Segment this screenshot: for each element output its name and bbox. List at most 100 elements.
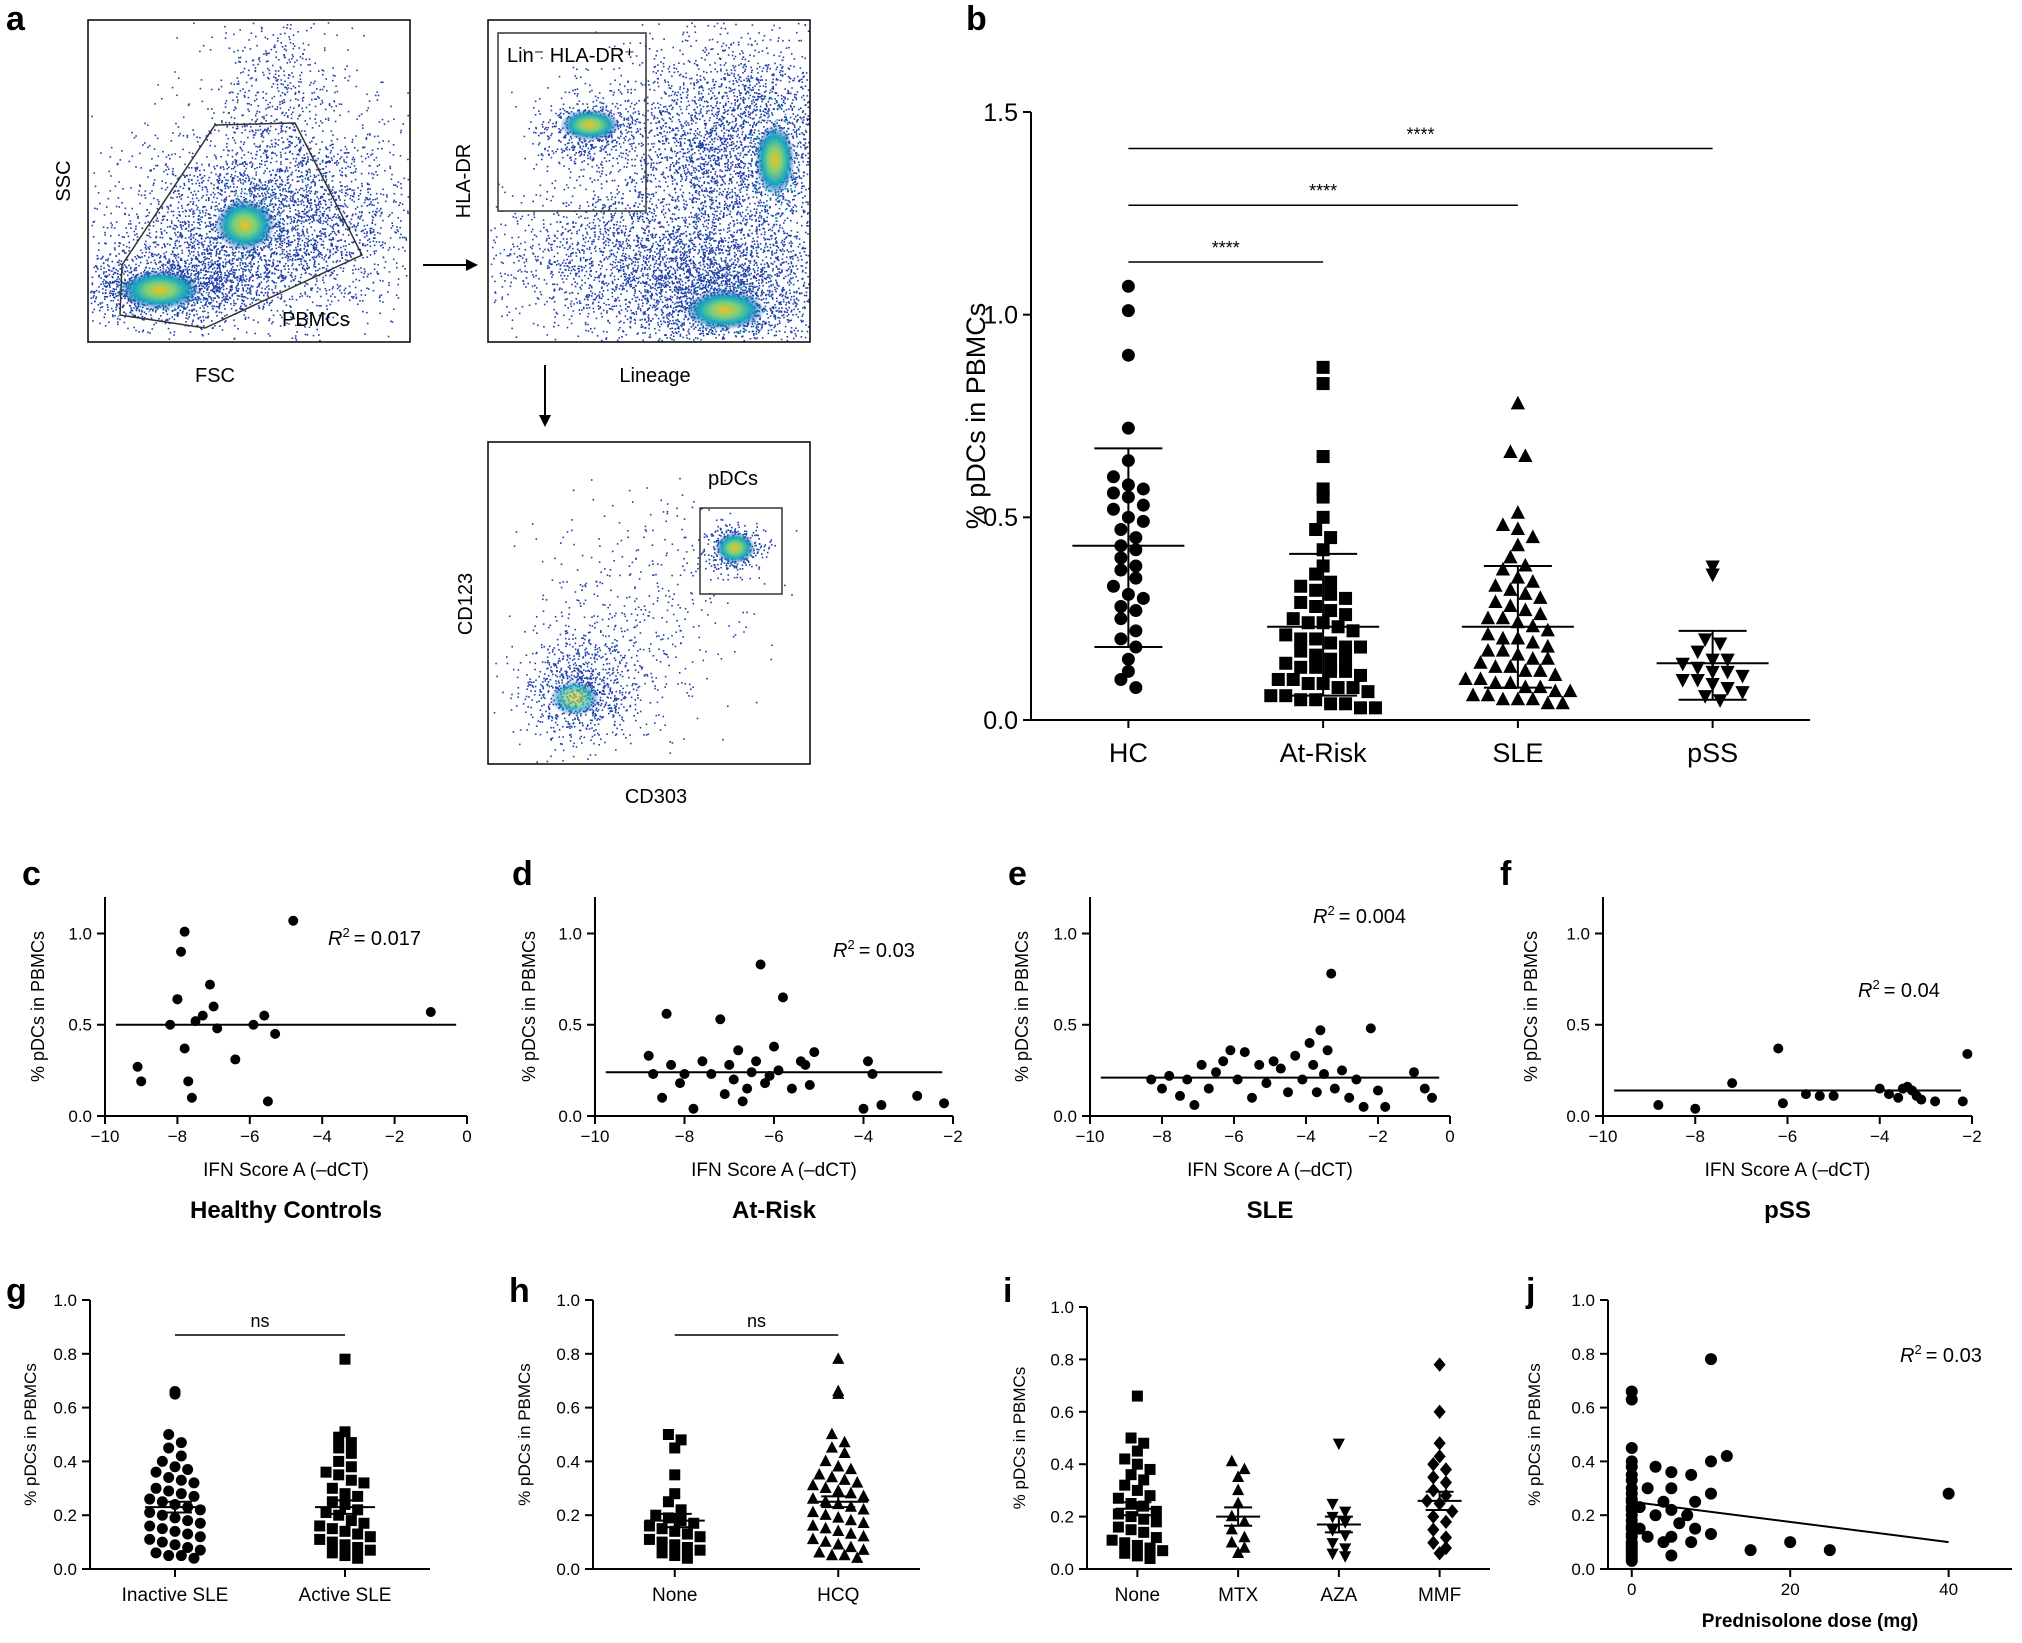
chart-panel-b: 0.0 0.5 1.0 1.5 % pDCs in PBMCs HC At-Risk SLE p… (961, 99, 1810, 768)
x-tick-label: −2 (1962, 1127, 1981, 1146)
y-tick-label: 0.0 (53, 1560, 77, 1579)
data-point (819, 1481, 832, 1493)
data-point (208, 1001, 219, 1012)
x-category-label: MMF (1418, 1585, 1461, 1606)
data-point (1351, 1074, 1362, 1085)
data-point (1930, 1096, 1941, 1107)
chart-title: pSS (1764, 1197, 1811, 1224)
data-point (169, 1388, 181, 1400)
data-point (1144, 1553, 1156, 1565)
chart-panel-g: 0.0 0.2 0.4 0.6 0.8 1.0 % pDCs in PBMCs Inactiv… (21, 1291, 430, 1606)
data-point (1129, 604, 1143, 618)
chart-panel-c: 0.0 0.5 1.0 % pDCs in PBMCs −10 −8 −6 −4 −2 0 IFN … (28, 897, 472, 1224)
data-point (182, 1463, 194, 1475)
data-point (1427, 1483, 1440, 1498)
data-point (352, 1528, 364, 1540)
data-point (1503, 659, 1518, 673)
x-tick-label: −6 (1224, 1127, 1243, 1146)
x-category-label: HCQ (817, 1585, 859, 1606)
data-point (1106, 579, 1120, 593)
y-tick-label: 1.0 (1566, 924, 1590, 943)
data-point (169, 1525, 181, 1537)
data-point (1548, 667, 1563, 681)
y-tick-label: 0.4 (1050, 1455, 1074, 1474)
data-point (1555, 695, 1570, 710)
x-category-label: Inactive SLE (122, 1585, 229, 1606)
data-point (1339, 591, 1353, 605)
x-tick-label: −10 (1589, 1127, 1618, 1146)
chart-panel-h: 0.0 0.2 0.4 0.6 0.8 1.0 % pDCs in PBMCs None HCQ… (515, 1291, 920, 1606)
data-point (1675, 673, 1690, 688)
data-point (679, 1069, 690, 1080)
data-point (175, 1437, 187, 1449)
data-point (1354, 668, 1367, 682)
data-point (1114, 563, 1128, 577)
y-tick-label: 1.0 (558, 924, 582, 943)
data-point (1283, 1087, 1293, 1098)
r-squared-label: R2 = 0.004 (1313, 903, 1406, 928)
significance-label: **** (1309, 181, 1337, 201)
data-point (194, 1531, 206, 1543)
data-point (262, 1096, 273, 1107)
data-point (1525, 618, 1540, 633)
data-point (1665, 1482, 1678, 1495)
data-point (1625, 1554, 1638, 1567)
flow2-frame (487, 19, 811, 343)
data-point (1427, 1457, 1440, 1472)
data-point (179, 1043, 190, 1054)
data-point (813, 1467, 826, 1480)
data-point (800, 1059, 811, 1070)
data-point (1735, 669, 1750, 684)
flow3-xlabel: CD303 (625, 786, 687, 808)
gating-arrow-down (539, 365, 551, 427)
data-point (175, 1488, 187, 1500)
data-point (643, 1520, 655, 1532)
flow3-density-blob-2 (550, 680, 600, 716)
data-point (1131, 1484, 1143, 1496)
data-point (1518, 663, 1533, 677)
data-point (1510, 395, 1526, 410)
data-point (1339, 608, 1353, 622)
data-point (728, 1074, 739, 1085)
data-point (132, 1061, 143, 1072)
data-point (339, 1426, 351, 1438)
significance-label: ns (747, 1311, 766, 1331)
y-tick-label: 0.6 (1050, 1403, 1074, 1422)
data-point (1121, 304, 1135, 318)
data-point (144, 1520, 156, 1532)
x-axis-label: IFN Score A (–dCT) (203, 1160, 369, 1181)
data-point (1433, 1404, 1446, 1419)
x-axis-label: IFN Score A (–dCT) (1187, 1160, 1353, 1181)
data-point (1433, 1449, 1446, 1464)
y-tick-label: 0.5 (1053, 1016, 1077, 1035)
data-point (838, 1435, 851, 1448)
data-point (1704, 1353, 1717, 1366)
data-point (746, 1067, 757, 1078)
data-point (1106, 1534, 1118, 1546)
data-point (339, 1550, 351, 1562)
y-tick-label: 0.0 (68, 1107, 92, 1126)
x-tick-label: −2 (1368, 1127, 1387, 1146)
x-category-label: HC (1109, 738, 1148, 768)
data-point (1182, 1074, 1193, 1085)
data-point (1286, 612, 1300, 626)
panel-label-c: c (22, 855, 41, 893)
flow1-density-blob-2 (215, 199, 275, 251)
data-point (425, 1006, 436, 1017)
data-point (1344, 1092, 1355, 1103)
flow-plot-cd303-cd123: pDCs CD303 CD123 (455, 441, 811, 808)
flow1-xlabel: FSC (195, 365, 235, 387)
data-point (1316, 490, 1330, 504)
data-point (1275, 1063, 1286, 1074)
data-point (675, 1434, 687, 1446)
data-point (1225, 1454, 1238, 1467)
data-point (163, 1429, 175, 1440)
data-point (662, 1496, 674, 1508)
y-tick-label: 0.0 (983, 707, 1018, 735)
data-point (1238, 1462, 1251, 1475)
data-point (1828, 1090, 1839, 1101)
data-point (156, 1536, 168, 1548)
data-point (1279, 689, 1293, 703)
y-tick-label: 1.0 (1571, 1291, 1595, 1310)
chart-panel-d: 0.0 0.5 1.0 % pDCs in PBMCs −10 −8 −6 −4 −2 IFN S… (519, 897, 963, 1224)
